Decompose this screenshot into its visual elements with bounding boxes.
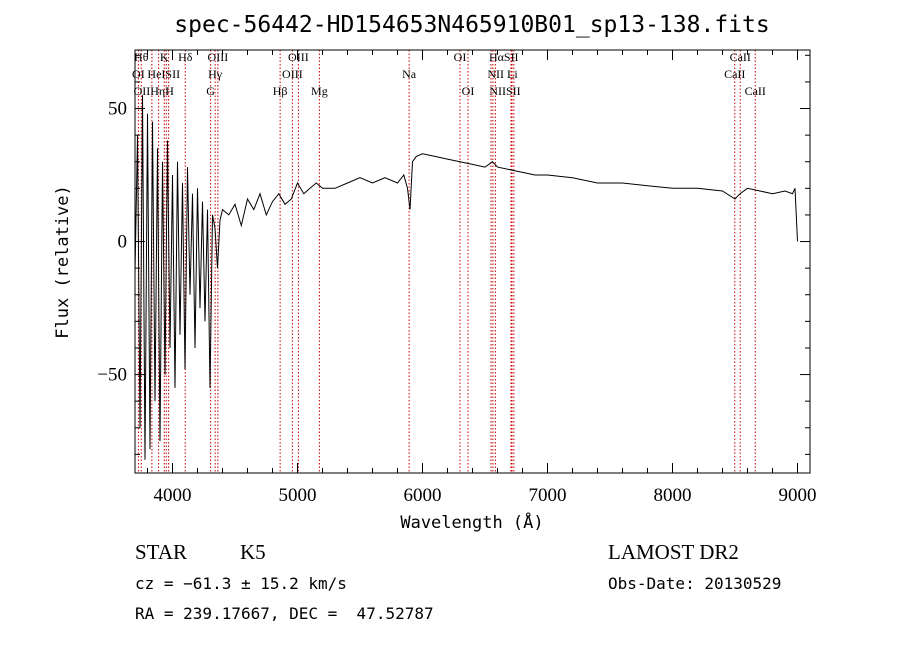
line-label: G: [206, 84, 215, 98]
y-axis: 50 0 −50: [97, 54, 810, 455]
line-label: CaII: [730, 50, 751, 64]
line-label: OIII: [282, 67, 303, 81]
line-label: Hγ: [208, 67, 223, 81]
line-label: Hβ: [273, 84, 288, 98]
line-label: HeISII: [147, 67, 180, 81]
flux-series: [134, 95, 798, 460]
x-tick-label: 5000: [279, 485, 317, 506]
redshift-text: cz = −61.3 ± 15.2 km/s: [135, 574, 347, 593]
line-label: K: [160, 50, 169, 64]
object-class: STAR: [135, 540, 187, 564]
line-label: HαSII: [489, 50, 519, 64]
object-subclass: K5: [240, 540, 266, 564]
line-label: OIIHηH: [134, 84, 175, 98]
x-tick-label: 4000: [154, 485, 192, 506]
y-tick-label: 0: [118, 232, 128, 253]
line-label: Na: [402, 67, 417, 81]
line-label: Hδ: [178, 50, 193, 64]
spectral-line-markers: [137, 50, 756, 473]
line-label: NII Li: [487, 67, 518, 81]
x-tick-label: 9000: [779, 485, 817, 506]
series-line: [134, 95, 798, 460]
x-tick-label: 6000: [404, 485, 442, 506]
line-label: CaII: [745, 84, 766, 98]
plot-frame: [134, 49, 811, 474]
line-label: OIII: [208, 50, 229, 64]
chart-title: spec-56442-HD154653N465910B01_sp13-138.f…: [174, 12, 769, 38]
x-tick-label: 8000: [654, 485, 692, 506]
line-label: OIII: [288, 50, 309, 64]
line-label: Hθ: [134, 50, 149, 64]
coordinates-text: RA = 239.17667, DEC = 47.52787: [135, 604, 434, 623]
x-tick-label: 7000: [529, 485, 567, 506]
y-tick-label: −50: [97, 365, 127, 386]
line-label: OI: [132, 67, 145, 81]
x-axis-label: Wavelength (Å): [400, 511, 543, 533]
y-tick-label: 50: [108, 99, 127, 120]
obs-date-text: Obs-Date: 20130529: [608, 574, 782, 593]
line-label: CaII: [724, 67, 745, 81]
survey-name: LAMOST DR2: [608, 540, 739, 564]
x-axis: 4000 5000 6000 7000 8000 9000: [147, 50, 817, 506]
y-axis-label: Flux (relative): [53, 185, 73, 339]
line-label: OI: [454, 50, 467, 64]
line-label: Mg: [311, 84, 328, 98]
line-label: OI: [462, 84, 475, 98]
line-label: NIISII: [489, 84, 520, 98]
